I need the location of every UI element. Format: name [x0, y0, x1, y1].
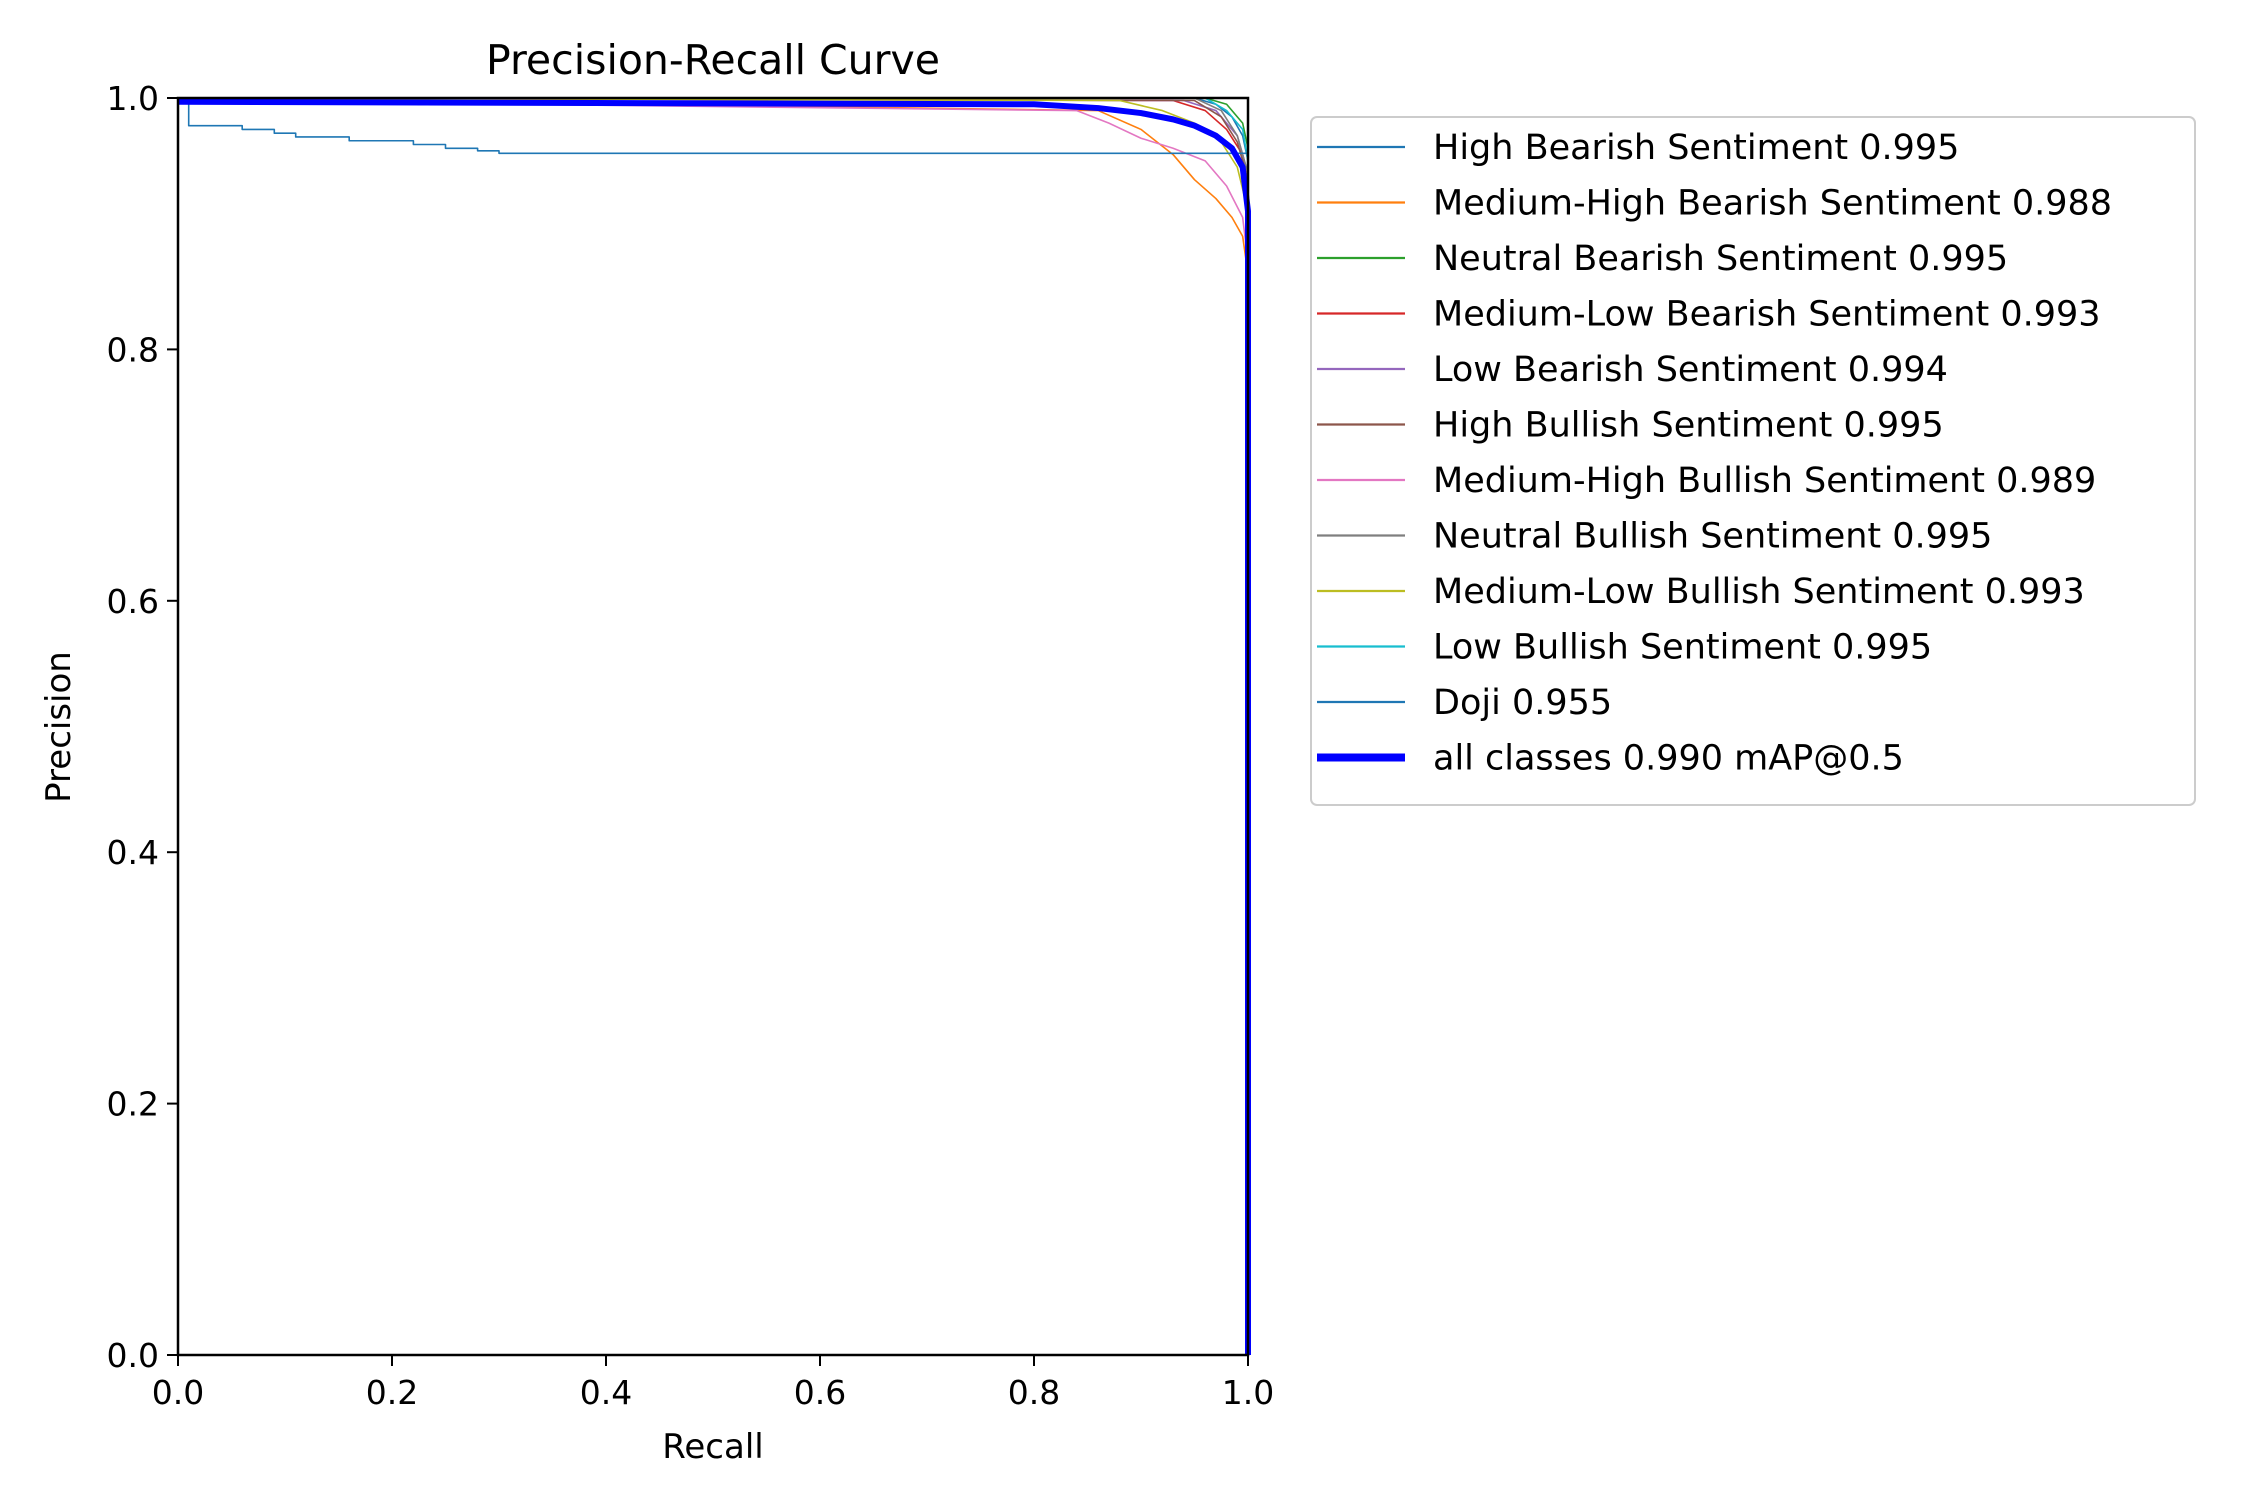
y-tick-label: 0.4 [107, 833, 159, 872]
series-line-9 [178, 97, 1249, 1355]
y-tick-label: 0.6 [107, 582, 159, 621]
series-line-4 [177, 97, 1249, 1355]
legend-entry: Low Bullish Sentiment 0.995 [1433, 628, 1932, 668]
y-axis-label: Precision [39, 651, 79, 803]
series-line-7 [178, 97, 1249, 1355]
series-line-1 [177, 97, 1249, 1355]
legend-box [1310, 116, 2196, 806]
legend-entry: Medium-High Bullish Sentiment 0.989 [1433, 461, 2096, 501]
series-line-5 [177, 97, 1249, 1355]
y-tick-label: 0.2 [107, 1085, 159, 1124]
ticks-group: 0.0 0.2 0.4 0.6 0.8 1.0 0.0 0.2 0.4 0.6 0.8 1.0 [107, 79, 1275, 1412]
x-tick-label: 0.0 [152, 1373, 204, 1412]
legend-entry: all classes 0.990 mAP@0.5 [1433, 739, 1904, 779]
x-tick-label: 0.8 [1008, 1373, 1060, 1412]
x-tick-label: 0.2 [366, 1373, 418, 1412]
curves-group [177, 97, 1251, 1355]
series-line-3 [177, 97, 1249, 1355]
legend-entry: Medium-High Bearish Sentiment 0.988 [1433, 184, 2112, 224]
y-tick-label: 0.0 [107, 1336, 159, 1375]
legend-entry: High Bullish Sentiment 0.995 [1433, 406, 1944, 446]
chart-title: Precision-Recall Curve [486, 36, 940, 84]
legend-entry: Low Bearish Sentiment 0.994 [1433, 350, 1948, 390]
series-line-6 [177, 99, 1249, 1355]
x-axis-label: Recall [662, 1427, 763, 1467]
series-line-0 [178, 97, 1249, 1355]
x-tick-label: 0.6 [794, 1373, 846, 1412]
plot-frame [176, 96, 1250, 1357]
legend-entry: Medium-Low Bullish Sentiment 0.993 [1433, 572, 2085, 612]
y-tick-label: 1.0 [107, 79, 159, 118]
legend-entry: Medium-Low Bearish Sentiment 0.993 [1433, 295, 2101, 335]
x-tick-label: 1.0 [1222, 1373, 1274, 1412]
legend: High Bearish Sentiment 0.995 Medium-High … [1310, 116, 2196, 806]
legend-entry: Neutral Bearish Sentiment 0.995 [1433, 239, 2008, 279]
legend-entry: Doji 0.955 [1433, 683, 1612, 723]
series-line-8 [177, 97, 1249, 1355]
legend-entry: Neutral Bullish Sentiment 0.995 [1433, 517, 1992, 557]
series-line-11 [177, 98, 1251, 1355]
legend-entry: High Bearish Sentiment 0.995 [1433, 128, 1959, 168]
y-tick-label: 0.8 [107, 330, 159, 369]
x-tick-label: 0.4 [580, 1373, 632, 1412]
series-line-10 [178, 97, 1249, 1355]
series-line-2 [178, 97, 1249, 1355]
